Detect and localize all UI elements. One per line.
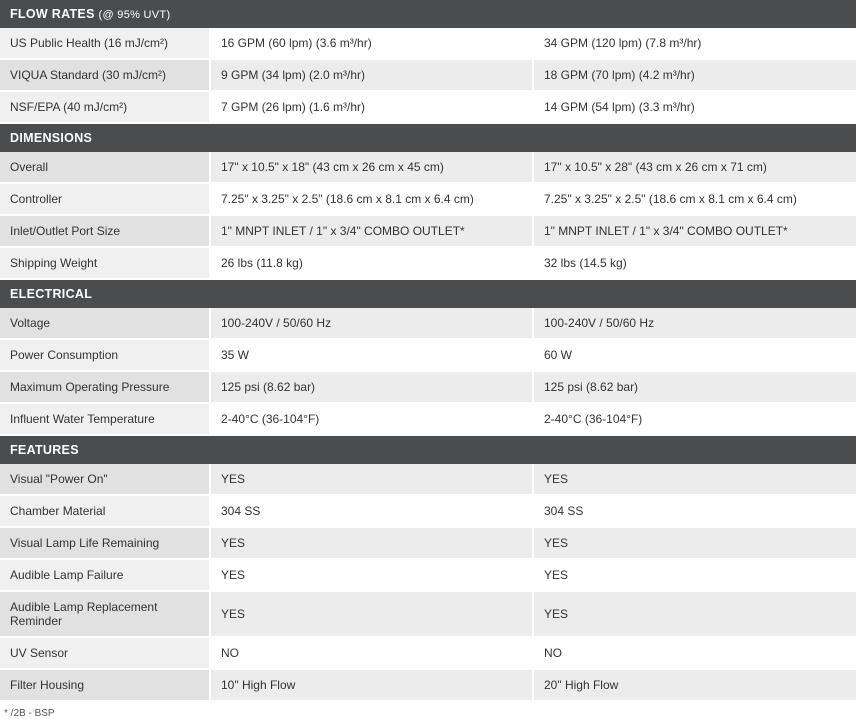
section-title-text: FLOW RATES (10, 7, 95, 21)
section-title: FEATURES (0, 435, 856, 464)
row-value-col1: 26 lbs (11.8 kg) (210, 247, 533, 279)
table-row: Chamber Material304 SS304 SS (0, 495, 856, 527)
row-value-col1: 1" MNPT INLET / 1" x 3/4" COMBO OUTLET* (210, 215, 533, 247)
row-value-col1: 2-40°C (36-104°F) (210, 403, 533, 435)
row-label: Audible Lamp Replacement Reminder (0, 591, 210, 637)
row-label: Inlet/Outlet Port Size (0, 215, 210, 247)
table-row: Inlet/Outlet Port Size1" MNPT INLET / 1"… (0, 215, 856, 247)
row-value-col2: 34 GPM (120 lpm) (7.8 m³/hr) (533, 28, 856, 59)
row-value-col2: 7.25" x 3.25" x 2.5" (18.6 cm x 8.1 cm x… (533, 183, 856, 215)
table-row: Filter Housing10" High Flow20" High Flow (0, 669, 856, 701)
section-header: FLOW RATES (@ 95% UVT) (0, 0, 856, 28)
row-value-col2: 125 psi (8.62 bar) (533, 371, 856, 403)
row-value-col2: NO (533, 637, 856, 669)
table-row: Audible Lamp FailureYESYES (0, 559, 856, 591)
row-value-col2: 100-240V / 50/60 Hz (533, 308, 856, 339)
row-value-col2: YES (533, 464, 856, 495)
row-value-col2: 1" MNPT INLET / 1" x 3/4" COMBO OUTLET* (533, 215, 856, 247)
section-header: FEATURES (0, 435, 856, 464)
row-value-col1: 10" High Flow (210, 669, 533, 701)
row-label: Overall (0, 152, 210, 183)
section-title: DIMENSIONS (0, 123, 856, 152)
table-row: NSF/EPA (40 mJ/cm²)7 GPM (26 lpm) (1.6 m… (0, 91, 856, 123)
row-label: Maximum Operating Pressure (0, 371, 210, 403)
table-row: VIQUA Standard (30 mJ/cm²)9 GPM (34 lpm)… (0, 59, 856, 91)
row-label: Influent Water Temperature (0, 403, 210, 435)
row-value-col2: 20" High Flow (533, 669, 856, 701)
section-title-text: ELECTRICAL (10, 287, 92, 301)
table-row: Overall17" x 10.5" x 18" (43 cm x 26 cm … (0, 152, 856, 183)
table-row: Audible Lamp Replacement ReminderYESYES (0, 591, 856, 637)
row-value-col2: 304 SS (533, 495, 856, 527)
table-row: Influent Water Temperature2-40°C (36-104… (0, 403, 856, 435)
row-value-col1: 17" x 10.5" x 18" (43 cm x 26 cm x 45 cm… (210, 152, 533, 183)
section-title: ELECTRICAL (0, 279, 856, 308)
table-row: Voltage100-240V / 50/60 Hz100-240V / 50/… (0, 308, 856, 339)
row-value-col2: 14 GPM (54 lpm) (3.3 m³/hr) (533, 91, 856, 123)
row-label: US Public Health (16 mJ/cm²) (0, 28, 210, 59)
row-value-col1: 304 SS (210, 495, 533, 527)
row-label: Visual Lamp Life Remaining (0, 527, 210, 559)
table-row: Controller7.25" x 3.25" x 2.5" (18.6 cm … (0, 183, 856, 215)
table-row: Power Consumption35 W60 W (0, 339, 856, 371)
section-title-text: DIMENSIONS (10, 131, 92, 145)
section-header: DIMENSIONS (0, 123, 856, 152)
row-value-col2: YES (533, 559, 856, 591)
row-value-col1: NO (210, 637, 533, 669)
row-value-col1: 7 GPM (26 lpm) (1.6 m³/hr) (210, 91, 533, 123)
row-label: NSF/EPA (40 mJ/cm²) (0, 91, 210, 123)
spec-table: FLOW RATES (@ 95% UVT)US Public Health (… (0, 0, 856, 702)
spec-table-body: FLOW RATES (@ 95% UVT)US Public Health (… (0, 0, 856, 701)
row-value-col2: 32 lbs (14.5 kg) (533, 247, 856, 279)
table-row: US Public Health (16 mJ/cm²)16 GPM (60 l… (0, 28, 856, 59)
table-row: Maximum Operating Pressure125 psi (8.62 … (0, 371, 856, 403)
row-label: VIQUA Standard (30 mJ/cm²) (0, 59, 210, 91)
row-label: Controller (0, 183, 210, 215)
table-row: Visual Lamp Life RemainingYESYES (0, 527, 856, 559)
row-value-col2: YES (533, 527, 856, 559)
row-value-col2: 17" x 10.5" x 28" (43 cm x 26 cm x 71 cm… (533, 152, 856, 183)
row-value-col1: 100-240V / 50/60 Hz (210, 308, 533, 339)
table-row: Shipping Weight26 lbs (11.8 kg)32 lbs (1… (0, 247, 856, 279)
row-value-col1: 16 GPM (60 lpm) (3.6 m³/hr) (210, 28, 533, 59)
section-title-text: FEATURES (10, 443, 79, 457)
row-label: Audible Lamp Failure (0, 559, 210, 591)
row-value-col1: YES (210, 527, 533, 559)
section-header: ELECTRICAL (0, 279, 856, 308)
table-row: Visual "Power On"YESYES (0, 464, 856, 495)
row-value-col1: YES (210, 559, 533, 591)
row-label: UV Sensor (0, 637, 210, 669)
row-value-col2: 60 W (533, 339, 856, 371)
table-row: UV SensorNONO (0, 637, 856, 669)
section-subtitle: (@ 95% UVT) (98, 9, 170, 21)
row-label: Power Consumption (0, 339, 210, 371)
section-title: FLOW RATES (@ 95% UVT) (0, 0, 856, 28)
footnote: * /2B - BSP (0, 702, 856, 719)
row-value-col1: YES (210, 464, 533, 495)
row-label: Shipping Weight (0, 247, 210, 279)
row-value-col1: 9 GPM (34 lpm) (2.0 m³/hr) (210, 59, 533, 91)
row-value-col1: YES (210, 591, 533, 637)
row-label: Filter Housing (0, 669, 210, 701)
row-value-col1: 7.25" x 3.25" x 2.5" (18.6 cm x 8.1 cm x… (210, 183, 533, 215)
row-value-col1: 125 psi (8.62 bar) (210, 371, 533, 403)
row-value-col2: YES (533, 591, 856, 637)
row-label: Voltage (0, 308, 210, 339)
row-label: Visual "Power On" (0, 464, 210, 495)
row-value-col1: 35 W (210, 339, 533, 371)
row-label: Chamber Material (0, 495, 210, 527)
row-value-col2: 2-40°C (36-104°F) (533, 403, 856, 435)
row-value-col2: 18 GPM (70 lpm) (4.2 m³/hr) (533, 59, 856, 91)
